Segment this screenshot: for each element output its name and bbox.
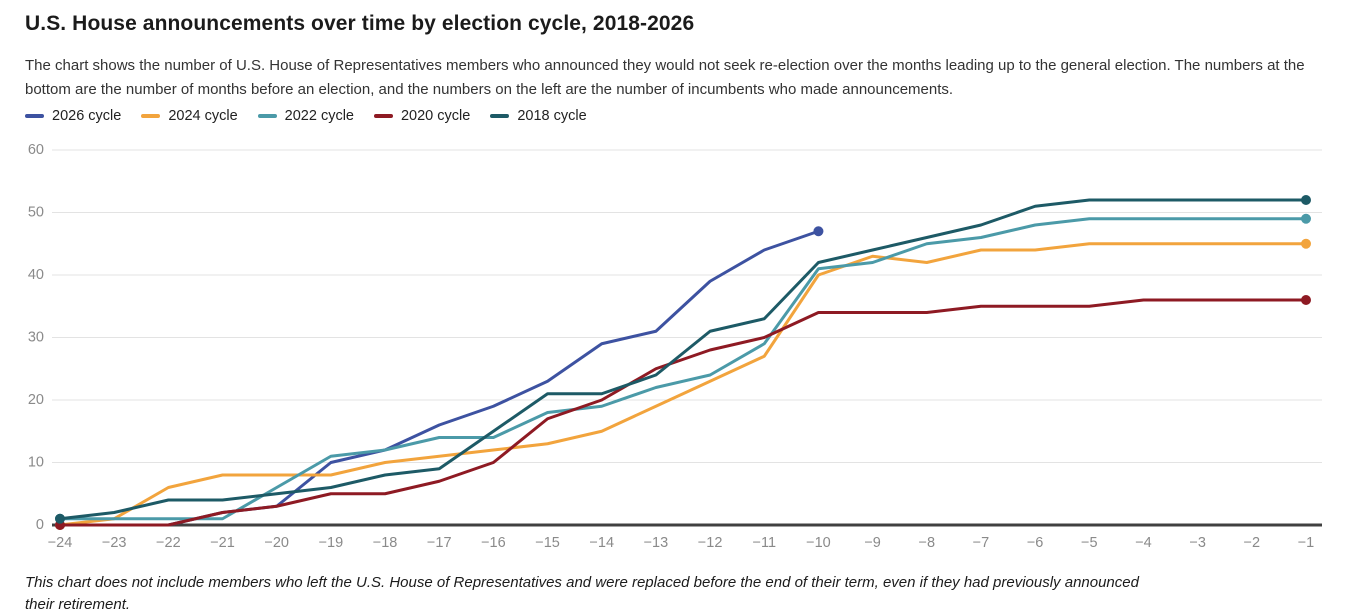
x-tick-label: −7 [973,535,990,551]
series-line-2024-cycle [58,242,1308,527]
chart-title: U.S. House announcements over time by el… [25,12,695,35]
y-tick-label: 0 [36,517,44,533]
end-dot-2022-cycle [1301,213,1312,224]
y-tick-label: 40 [28,267,44,283]
legend-swatch [257,114,277,118]
series-line-2020-cycle [58,298,1308,527]
x-tick-label: −24 [48,535,73,551]
legend: 2026 cycle 2024 cycle 2022 cycle 2020 cycle… [25,108,587,124]
chart-subtitle: The chart shows the number of U.S. House… [25,57,1305,98]
x-tick-label: −2 [1244,535,1261,551]
x-tick-label: −12 [698,535,723,551]
end-dot-2020-cycle [1301,295,1312,305]
end-dot-2026-cycle [813,226,824,237]
x-tick-label: −3 [1189,535,1206,551]
x-tick-label: −6 [1027,535,1044,551]
x-tick-label: −11 [752,535,776,551]
legend-item-2024-cycle: 2024 cycle [141,108,238,124]
legend-label: 2020 cycle [400,108,471,124]
x-tick-label: −22 [156,535,181,551]
end-dot-2024-cycle [1301,238,1312,249]
legend-label: 2018 cycle [517,108,587,124]
series-line-2022-cycle [58,217,1308,521]
legend-item-2026-cycle: 2026 cycle [25,108,121,124]
line-chart: 0 10 20 30 40 50 60 −24 −23 −22 −21 −20 −19 −18 −17 −16… [28,142,1322,551]
x-tick-label: −14 [589,535,614,551]
x-tick-label: −15 [535,535,560,551]
x-tick-label: −19 [319,535,344,551]
x-tick-label: −21 [210,535,235,551]
x-tick-label: −20 [264,535,289,551]
legend-item-2022-cycle: 2022 cycle [257,108,354,124]
x-tick-label: −23 [102,535,127,551]
chart-footnote: This chart does not include members who … [25,574,1139,613]
legend-swatch [490,114,510,118]
y-tick-label: 20 [28,392,44,408]
plot-area: 0 10 20 30 40 50 60 −24 −23 −22 −21 −20 −19 −18 −17 −16… [0,133,1346,560]
series-line-2018-cycle [58,198,1308,521]
x-tick-label: −17 [427,535,452,551]
x-tick-label: −9 [864,535,881,551]
legend-label: 2022 cycle [284,108,354,124]
x-tick-label: −10 [806,535,831,551]
x-tick-label: −4 [1135,535,1152,551]
legend-swatch [141,114,161,118]
x-tick-label: −8 [919,535,936,551]
x-tick-label: −1 [1298,535,1315,551]
x-tick-label: −16 [481,535,506,551]
legend-label: 2026 cycle [52,108,122,124]
y-tick-label: 60 [28,142,44,158]
y-tick-label: 30 [28,330,44,346]
end-dot-2018-cycle [1301,195,1312,205]
legend-label: 2024 cycle [168,108,238,124]
x-tick-label: −18 [373,535,398,551]
start-dot-2018-cycle [55,513,65,524]
y-tick-label: 50 [28,205,44,221]
x-tick-label: −13 [644,535,669,551]
legend-swatch [25,114,44,118]
legend-swatch [373,114,393,118]
y-tick-label: 10 [28,455,44,471]
legend-item-2020-cycle: 2020 cycle [373,108,471,124]
legend-item-2018-cycle: 2018 cycle [490,108,587,124]
x-tick-label: −5 [1081,535,1098,551]
